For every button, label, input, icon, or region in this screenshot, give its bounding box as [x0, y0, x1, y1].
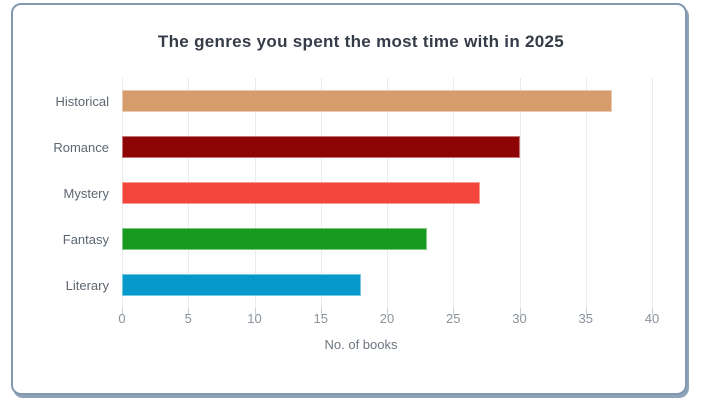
x-tick-mark	[254, 308, 256, 315]
x-tick-mark	[453, 308, 455, 315]
x-tick-label: 0	[118, 311, 126, 326]
bar-literary	[122, 274, 361, 296]
x-tick-label: 35	[578, 311, 593, 326]
plot-area	[122, 78, 653, 315]
x-tick-mark	[652, 308, 653, 315]
x-tick-mark	[320, 308, 322, 315]
bar-row	[122, 78, 652, 124]
gridline	[652, 78, 653, 308]
category-label-historical: Historical	[55, 93, 109, 109]
bar-fantasy	[122, 228, 427, 250]
x-tick-label: 20	[379, 311, 395, 326]
category-label-romance: Romance	[53, 139, 109, 155]
y-axis-labels: Historical Romance Mystery Fantasy Literary	[13, 78, 109, 308]
x-axis-tick-labels: 0 5 10 15 20 25 30 35 40	[118, 311, 659, 327]
x-tick-label: 40	[644, 311, 660, 326]
category-label-mystery: Mystery	[63, 185, 110, 201]
category-label-fantasy: Fantasy	[62, 231, 109, 247]
bar-mystery	[122, 182, 480, 204]
bar-row	[122, 216, 652, 262]
bar-historical	[122, 90, 613, 112]
x-tick-label: 25	[446, 311, 461, 326]
x-tick-mark	[122, 308, 123, 315]
bar-row	[122, 262, 652, 308]
x-tick-mark	[188, 308, 190, 315]
bar-row	[122, 170, 652, 216]
x-tick-label: 10	[247, 311, 262, 326]
x-tick-label: 5	[184, 311, 192, 326]
bar-row	[122, 124, 652, 170]
chart-title: The genres you spent the most time with …	[157, 32, 565, 51]
x-tick-label: 30	[512, 311, 527, 326]
x-tick-label: 15	[313, 311, 328, 326]
chart-card: The genres you spent the most time with …	[11, 3, 687, 395]
x-tick-mark	[585, 308, 587, 315]
x-tick-mark	[387, 308, 388, 315]
category-label-literary: Literary	[65, 277, 109, 293]
bar-romance	[122, 136, 520, 158]
gridline	[519, 78, 521, 308]
x-tick-mark	[519, 308, 521, 315]
gridline	[585, 78, 587, 308]
x-axis-title: No. of books	[324, 337, 398, 352]
